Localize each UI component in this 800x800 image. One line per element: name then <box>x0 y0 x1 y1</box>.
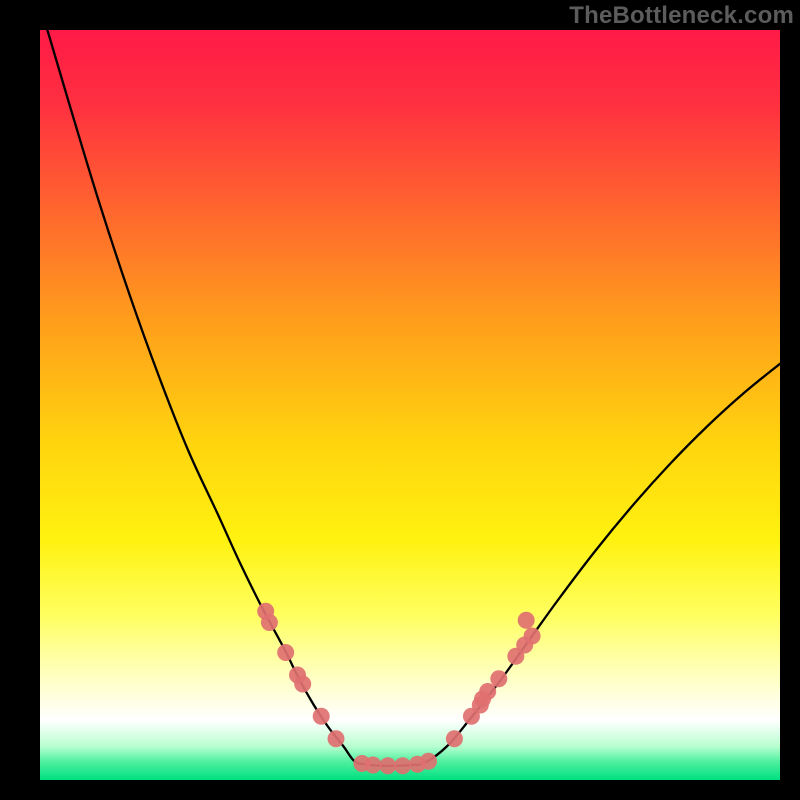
data-marker <box>277 644 294 661</box>
chart-background <box>40 30 780 780</box>
data-marker <box>479 683 496 700</box>
outer-frame: TheBottleneck.com <box>0 0 800 800</box>
data-marker <box>490 670 507 687</box>
data-marker <box>294 676 311 693</box>
data-marker <box>420 753 437 770</box>
data-marker <box>446 730 463 747</box>
data-marker <box>518 612 535 629</box>
data-marker <box>328 730 345 747</box>
data-marker <box>313 708 330 725</box>
data-marker <box>365 757 382 774</box>
plot-area <box>40 30 780 780</box>
data-marker <box>394 757 411 774</box>
data-marker <box>261 614 278 631</box>
data-marker <box>379 757 396 774</box>
data-marker <box>524 628 541 645</box>
watermark-text: TheBottleneck.com <box>569 2 794 30</box>
chart-svg <box>40 30 780 780</box>
